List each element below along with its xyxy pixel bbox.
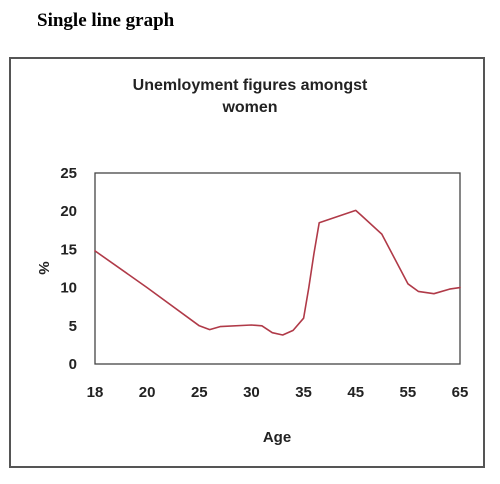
y-tick-label: 0 xyxy=(69,356,77,373)
x-axis-label: Age xyxy=(263,429,291,446)
chart-panel xyxy=(9,57,485,468)
x-tick-label: 20 xyxy=(139,384,156,401)
chart-title-line-2: women xyxy=(221,99,277,116)
plot-area-frame xyxy=(94,172,461,365)
x-tick-label: 65 xyxy=(452,384,469,401)
x-tick-label: 25 xyxy=(191,384,208,401)
y-axis-label: % xyxy=(35,261,52,274)
x-tick-label: 45 xyxy=(347,384,364,401)
y-tick-label: 20 xyxy=(60,203,77,220)
x-tick-label: 18 xyxy=(87,384,104,401)
chart-title-line-1: Unemloyment figures amongst xyxy=(133,77,368,94)
series-line xyxy=(94,209,461,336)
x-tick-label: 30 xyxy=(243,384,260,401)
x-tick-label: 35 xyxy=(295,384,312,401)
y-tick-label: 15 xyxy=(60,241,77,258)
y-tick-label: 10 xyxy=(60,280,77,297)
page-heading: Single line graph xyxy=(37,10,175,31)
y-tick-label: 5 xyxy=(69,318,77,335)
x-tick-label: 55 xyxy=(400,384,417,401)
y-tick-label: 25 xyxy=(60,165,77,182)
